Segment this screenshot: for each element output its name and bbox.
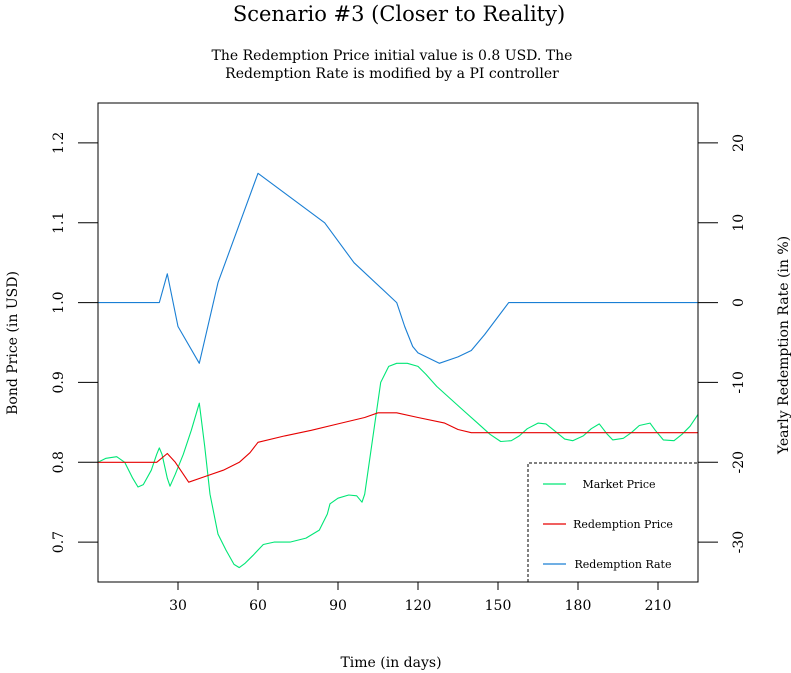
x-tick-label: 30 — [169, 598, 187, 614]
y-left-tick-label: 1.0 — [51, 291, 67, 313]
series-line-redemption-price — [98, 412, 698, 483]
y-axis-right-label: Yearly Redemption Rate (in %) — [776, 236, 791, 455]
y-right-tick-label: -30 — [731, 531, 747, 554]
x-tick-label: 210 — [645, 598, 672, 614]
y-right-tick-label: 0 — [731, 298, 747, 307]
y-left-tick-label: 0.7 — [51, 531, 67, 553]
x-tick-label: 120 — [405, 598, 432, 614]
x-tick-label: 90 — [329, 598, 347, 614]
legend-label-market-price: Market Price — [582, 478, 655, 491]
chart-subtitle-line-2: Redemption Rate is modified by a PI cont… — [225, 66, 559, 82]
chart-title: Scenario #3 (Closer to Reality) — [233, 2, 565, 26]
legend-box — [527, 462, 698, 582]
y-right-tick-label: 20 — [731, 134, 747, 152]
legend: Market Price Redemption Price Redemption R… — [527, 462, 698, 582]
legend-label-redemption-rate: Redemption Rate — [575, 558, 672, 571]
series-layer — [97, 172, 699, 569]
x-tick-label: 180 — [565, 598, 592, 614]
axes-layer: 30 60 90 120 150 180 210 0.7 0.8 0.9 1.0 1.1 1.2 -30 -… — [51, 102, 747, 614]
y-right-tick-label: -10 — [731, 371, 747, 394]
y-left-tick-label: 1.2 — [51, 132, 67, 154]
y-left-tick-label: 0.8 — [51, 451, 67, 473]
y-right-tick-label: 10 — [731, 214, 747, 232]
y-axis-left-label: Bond Price (in USD) — [5, 271, 21, 415]
y-right-tick-label: -20 — [731, 451, 747, 474]
plot-frame — [97, 102, 699, 583]
series-line-redemption-rate — [98, 172, 698, 364]
x-tick-label: 150 — [485, 598, 512, 614]
y-left-tick-label: 1.1 — [51, 212, 67, 234]
x-tick-label: 60 — [249, 598, 267, 614]
chart-subtitle-line-1: The Redemption Price initial value is 0.… — [212, 48, 573, 64]
series-line-market-price — [97, 362, 699, 569]
x-axis-label: Time (in days) — [340, 655, 441, 671]
y-left-tick-label: 0.9 — [51, 371, 67, 393]
legend-label-redemption-price: Redemption Price — [573, 518, 673, 531]
